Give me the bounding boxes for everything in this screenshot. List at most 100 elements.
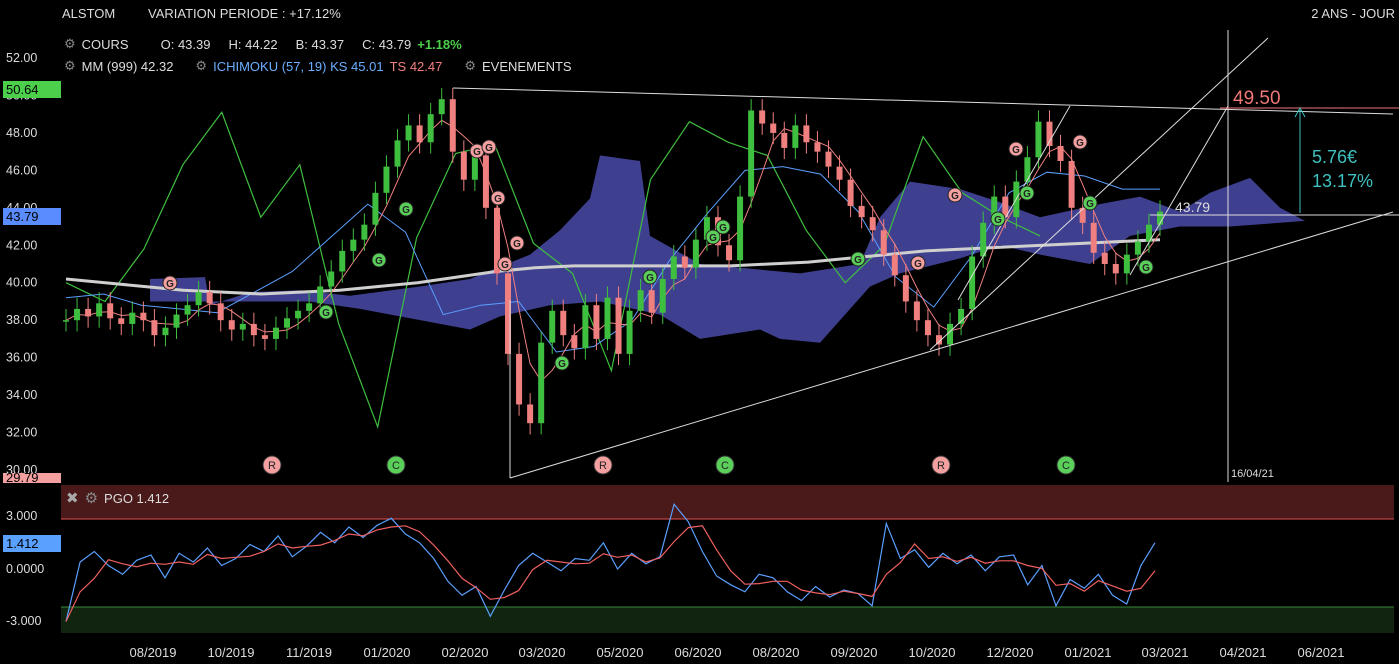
legend-high: H: 44.22 — [228, 36, 278, 52]
candle-body — [173, 314, 180, 328]
channel-line-1 — [929, 37, 1269, 351]
candle-body — [1046, 121, 1053, 147]
candle-body — [516, 353, 523, 405]
g-event-icon: G — [371, 252, 387, 268]
g-event-icon: G — [1082, 195, 1098, 211]
candle-body — [96, 303, 103, 317]
g-event-circle — [398, 201, 414, 217]
g-event-letter: G — [951, 191, 959, 202]
candle-body — [63, 320, 69, 322]
x-tick-label: 01/2020 — [364, 645, 411, 660]
pgo-label: PGO 1.412 — [104, 490, 170, 506]
g-event-letter: G — [558, 359, 566, 370]
g-event-circle — [1019, 185, 1035, 201]
candle-body — [184, 305, 191, 315]
y-tick-label: 36.00 — [6, 351, 37, 365]
event-circle — [715, 455, 735, 475]
candle-body — [217, 303, 224, 321]
gear-icon[interactable]: ⚙ — [464, 58, 477, 73]
vertical-line-date: 16/04/21 — [1231, 468, 1274, 480]
x-tick-label: 03/2021 — [1142, 645, 1189, 660]
legend-low: B: 43.37 — [295, 36, 345, 52]
kijun-line — [65, 166, 1160, 353]
g-event-letter: G — [719, 223, 727, 234]
candle-body — [759, 110, 766, 124]
close-icon[interactable]: ✖ — [66, 490, 79, 507]
x-tick-label: 08/2019 — [130, 645, 177, 660]
g-event-circle — [371, 252, 387, 268]
moving-average-line — [65, 238, 1161, 296]
candle-body — [924, 320, 931, 336]
candle-body — [781, 132, 788, 148]
candle-body — [935, 335, 942, 345]
candle-body — [891, 254, 898, 276]
price-candles — [63, 87, 1163, 435]
g-event-circle — [947, 187, 963, 203]
gear-icon[interactable]: ⚙ — [64, 36, 76, 51]
candle-body — [726, 245, 733, 261]
candle-body — [107, 303, 114, 319]
g-event-letter: G — [1142, 263, 1150, 274]
g-event-icon: G — [398, 201, 414, 217]
x-axis: 08/2019 10/2019 11/2019 01/2020 02/2020 03/20… — [130, 645, 1345, 660]
g-event-icon: G — [481, 139, 497, 155]
candle-body — [151, 320, 158, 336]
g-event-circle — [1138, 259, 1154, 275]
candle-body — [328, 271, 335, 287]
candle-body — [825, 151, 832, 167]
candle-body — [317, 286, 324, 304]
candle-body — [85, 308, 92, 317]
y-tick-label: 42.00 — [6, 238, 37, 252]
g-event-icon: G — [1019, 185, 1035, 201]
candle-body — [350, 239, 357, 251]
tenkan-line — [65, 119, 1161, 382]
candle-body — [991, 196, 998, 223]
chikou-line — [65, 111, 1041, 430]
candle-body — [593, 305, 600, 339]
candle-body — [394, 140, 401, 167]
symbol-name: ALSTOM — [62, 6, 116, 21]
candle-body — [1145, 224, 1152, 242]
x-tick-label: 11/2019 — [286, 645, 332, 660]
candle-body — [858, 205, 865, 218]
legend-open: O: 43.39 — [160, 36, 211, 52]
candle-body — [405, 125, 412, 141]
gear-icon[interactable]: ⚙ — [195, 58, 208, 73]
candle-body — [140, 312, 147, 321]
x-tick-label: 12/2020 — [987, 645, 1034, 660]
candle-body — [527, 404, 534, 424]
g-event-icon: G — [1008, 141, 1024, 157]
event-circle — [593, 455, 613, 475]
period-selector[interactable]: 2 ANS - JOUR — [1311, 6, 1395, 21]
gear-icon[interactable]: ⚙ — [84, 490, 99, 507]
candle-body — [493, 207, 500, 274]
event-circle — [931, 455, 951, 475]
ichimoku-cloud — [150, 155, 1305, 343]
g-event-icon: G — [705, 229, 721, 245]
candle-body — [1057, 146, 1064, 161]
candle-body — [228, 320, 235, 330]
y-tick-label: 38.00 — [6, 313, 37, 327]
y-tick-label: 40.00 — [6, 276, 37, 290]
g-event-circle — [1072, 134, 1088, 150]
g-event-icon: G — [554, 355, 570, 371]
candle-body — [703, 217, 710, 240]
gear-icon[interactable]: ⚙ — [64, 58, 76, 73]
r-event-icon: R — [593, 455, 613, 475]
x-tick-label: 06/2020 — [675, 645, 722, 660]
candle-body — [272, 327, 279, 339]
candle-body — [438, 99, 445, 115]
pgo-tick-upper: 3.000 — [6, 509, 38, 523]
channel-line-2 — [957, 105, 1071, 301]
candle-body — [306, 303, 313, 311]
candle-body — [261, 335, 268, 339]
x-tick-label: 04/2021 — [1220, 645, 1267, 660]
g-event-letter: G — [494, 194, 502, 205]
g-event-letter: G — [646, 273, 654, 284]
x-tick-label: 02/2020 — [442, 645, 489, 660]
candle-body — [803, 125, 810, 143]
candle-body — [969, 256, 976, 309]
candle-body — [1035, 121, 1042, 158]
trendline-top — [452, 87, 1394, 115]
